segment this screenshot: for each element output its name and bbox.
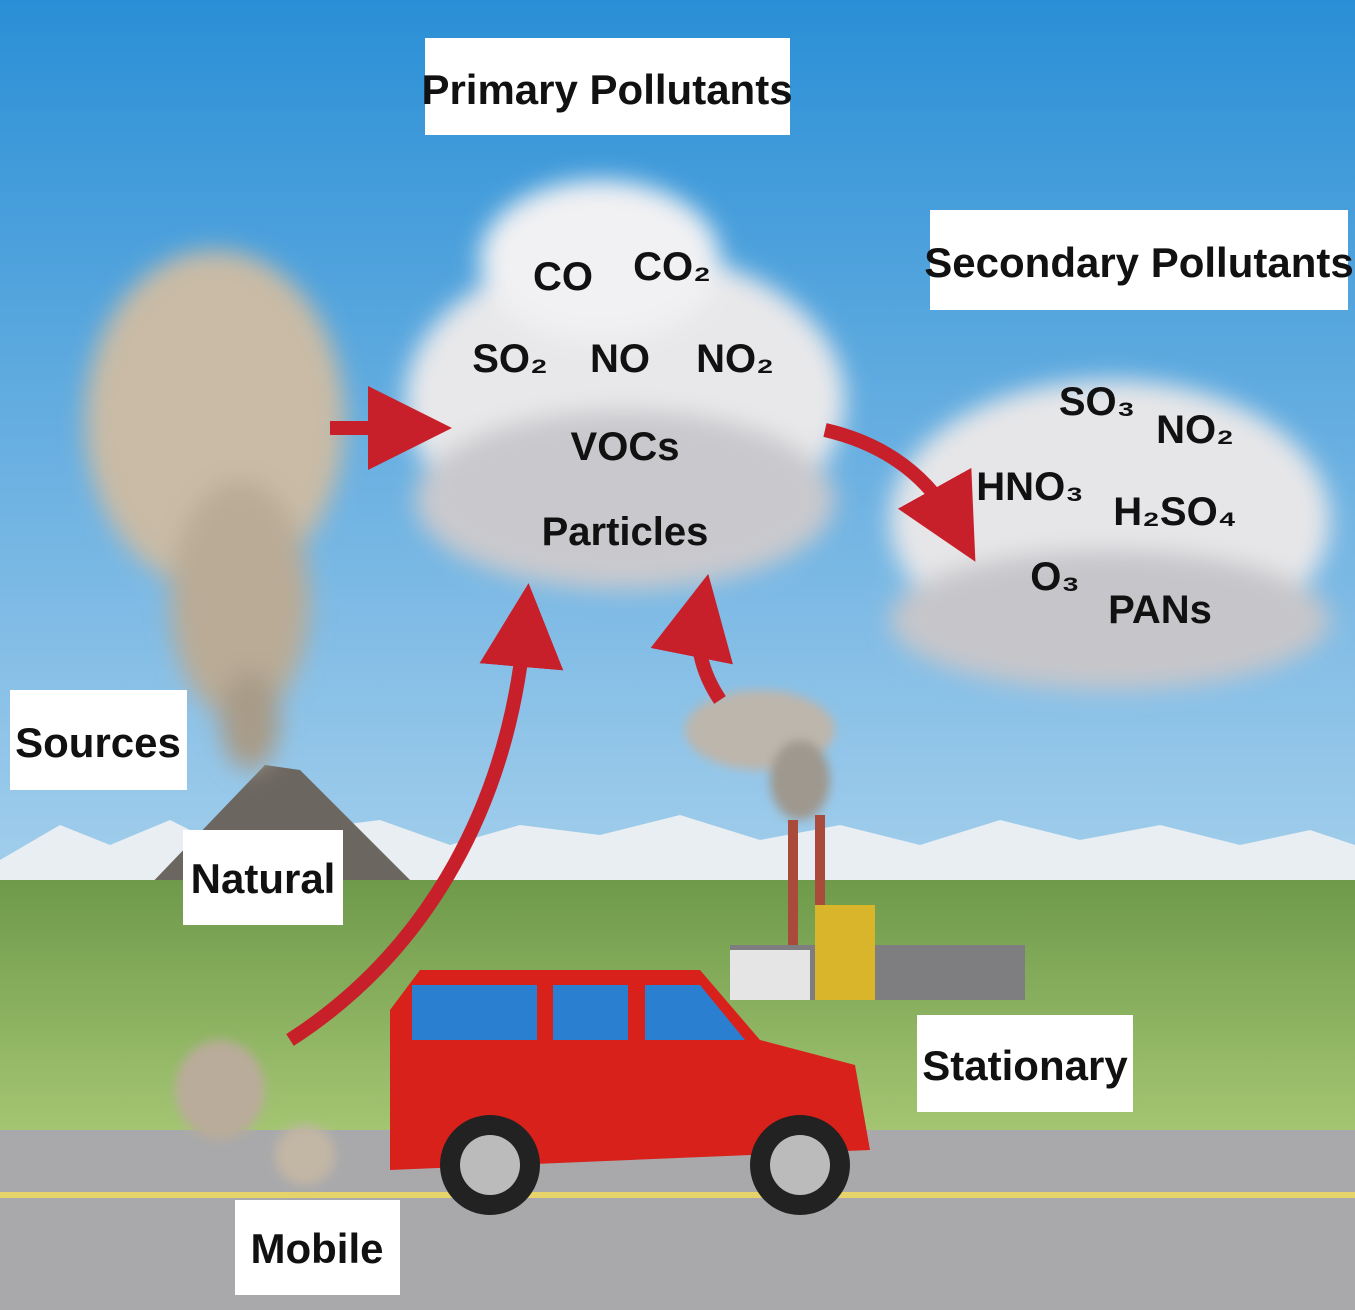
pollutant: Particles <box>542 510 709 554</box>
mobile-label: Mobile <box>251 1225 384 1272</box>
sources-label: Sources <box>15 719 181 766</box>
pollutant: PANs <box>1108 588 1212 632</box>
pollutant: CO <box>533 255 593 299</box>
diagram: Primary Pollutants Secondary Pollutants … <box>0 0 1355 1310</box>
pollutant: NO <box>590 337 650 381</box>
pollutant: NO₂ <box>696 337 774 381</box>
pollutant: H₂SO₄ <box>1113 490 1237 534</box>
pollutant: CO₂ <box>633 245 711 289</box>
pollutant: O₃ <box>1030 555 1080 599</box>
pollutant: SO₂ <box>472 337 548 381</box>
pollutant: NO₂ <box>1156 408 1234 452</box>
secondary-cloud <box>890 380 1330 690</box>
pollutant: VOCs <box>571 425 680 469</box>
stationary-label: Stationary <box>922 1042 1128 1089</box>
road-line <box>0 1192 1355 1198</box>
pollutant: SO₃ <box>1059 380 1135 424</box>
pollutant: HNO₃ <box>976 465 1083 509</box>
secondary-title: Secondary Pollutants <box>924 239 1353 286</box>
primary-title: Primary Pollutants <box>421 66 792 113</box>
natural-label: Natural <box>191 855 336 902</box>
